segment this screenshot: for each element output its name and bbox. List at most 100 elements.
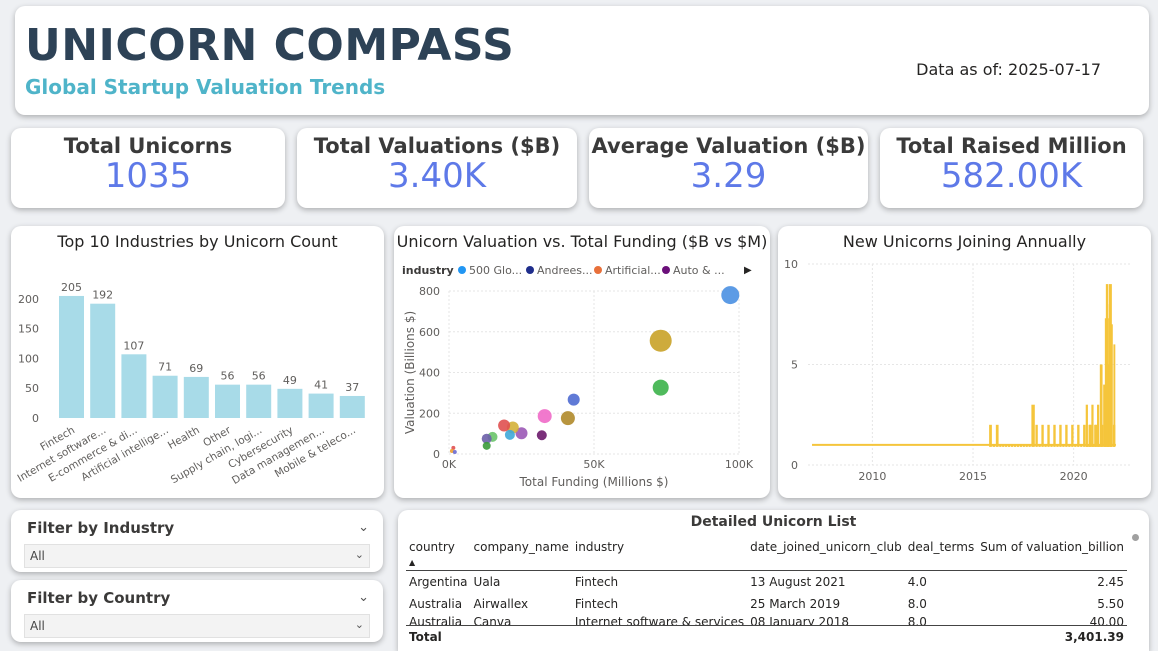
series-bar <box>1035 424 1038 447</box>
cell-deal-terms: 4.0 <box>907 575 927 589</box>
y-tick-label: 0 <box>791 459 798 472</box>
cell-country: Argentina <box>409 575 468 589</box>
legend-marker <box>526 266 534 274</box>
series-bar <box>1065 424 1068 447</box>
unicorn-table: country ▲ company_name industry date_join… <box>406 536 1127 648</box>
data-point <box>452 449 457 454</box>
sort-ascending-icon: ▲ <box>409 558 416 567</box>
cell-valuation: 40.00 <box>1089 615 1124 625</box>
series-bar <box>1091 404 1094 447</box>
bar <box>246 384 272 418</box>
cell-valuation: 5.50 <box>1097 597 1124 611</box>
bar <box>121 354 147 418</box>
data-label: 56 <box>252 370 266 383</box>
data-point <box>649 329 672 352</box>
column-header-valuation[interactable]: Sum of valuation_billion <box>977 536 1127 571</box>
legend-entry: 500 Glo... <box>469 264 522 277</box>
column-header-date-joined[interactable]: date_joined_unicorn_club <box>747 536 905 571</box>
data-label: 41 <box>314 379 328 392</box>
series-bar <box>1010 444 1014 447</box>
x-tick-label: Health <box>166 424 202 452</box>
annual-unicorns-chart[interactable]: New Unicorns Joining Annually 0 5 10 2010 20… <box>778 226 1151 498</box>
legend-entry: Andrees... <box>537 264 593 277</box>
filter-title: Filter by Industry <box>27 519 175 537</box>
table-row[interactable]: Australia Canva Internet software & serv… <box>406 615 1127 626</box>
country-filter[interactable]: Filter by Country ⌄ All ⌄ <box>11 580 383 642</box>
series-bar <box>1062 444 1065 447</box>
country-filter-select[interactable]: All ⌄ <box>24 614 370 638</box>
series-bar <box>1094 424 1097 447</box>
chevron-down-icon[interactable]: ⌄ <box>358 590 369 605</box>
series-bar <box>992 444 996 447</box>
data-label: 71 <box>158 361 172 374</box>
series-bar <box>1047 424 1050 447</box>
kpi-total-raised: Total Raised Million 582.00K <box>880 128 1143 208</box>
cell-valuation: 2.45 <box>1097 575 1124 589</box>
data-label: 37 <box>345 381 359 394</box>
kpi-label: Total Valuations ($B) <box>313 134 561 158</box>
y-tick-label: 400 <box>419 367 440 380</box>
column-header-country[interactable]: country ▲ <box>406 536 471 571</box>
kpi-value: 3.29 <box>690 156 767 196</box>
table-header-row: country ▲ company_name industry date_join… <box>406 536 1127 571</box>
industry-filter-select[interactable]: All ⌄ <box>24 544 370 568</box>
data-point <box>537 409 552 424</box>
y-tick-label: 800 <box>419 285 440 298</box>
chevron-down-icon[interactable]: ⌄ <box>354 548 364 561</box>
data-point <box>536 430 547 441</box>
series-bar <box>1013 444 1017 447</box>
table-row[interactable]: Australia Airwallex Fintech 25 March 201… <box>406 593 1127 615</box>
cell-industry: Internet software & services <box>574 615 745 625</box>
cell-company: Uala <box>473 575 501 589</box>
series-bar <box>1083 424 1086 447</box>
chevron-down-icon[interactable]: ⌄ <box>358 520 369 535</box>
bar <box>339 395 365 418</box>
table-row[interactable]: Argentina Uala Fintech 13 August 2021 4.… <box>406 571 1127 594</box>
series-bar <box>1050 444 1053 447</box>
bar <box>183 376 209 418</box>
filter-value: All <box>30 549 45 563</box>
data-label: 56 <box>221 370 235 383</box>
series-bar <box>1104 318 1109 445</box>
series-bar <box>1088 424 1091 447</box>
x-tick-label: 0K <box>442 458 457 471</box>
series-bar <box>1056 444 1059 447</box>
y-tick-label: 0 <box>32 412 39 425</box>
cell-company: Canva <box>473 615 512 625</box>
scrollbar-thumb[interactable] <box>1132 534 1139 541</box>
app-title: UNICORN COMPASS <box>25 20 515 71</box>
series-bar <box>1019 444 1023 447</box>
data-point <box>560 411 575 426</box>
y-tick-label: 150 <box>18 323 39 336</box>
cell-industry: Fintech <box>574 575 619 589</box>
series-bar <box>1080 444 1083 447</box>
industry-bar-chart[interactable]: Top 10 Industries by Unicorn Count 0 50 10… <box>11 226 384 498</box>
chevron-down-icon[interactable]: ⌄ <box>354 618 364 631</box>
cell-country: Australia <box>409 615 463 625</box>
y-tick-label: 0 <box>433 448 440 461</box>
series-bar <box>1022 444 1025 447</box>
table-title: Detailed Unicorn List <box>690 514 857 530</box>
bar <box>152 375 178 418</box>
series-bar <box>1007 444 1011 447</box>
y-tick-label: 600 <box>419 326 440 339</box>
data-point <box>567 393 580 406</box>
series-bar <box>1044 444 1047 447</box>
series-bar <box>1068 444 1071 447</box>
app-subtitle: Global Startup Valuation Trends <box>25 75 386 99</box>
column-header-industry[interactable]: industry <box>571 536 748 571</box>
series-bar <box>1085 404 1088 447</box>
header-card: UNICORN COMPASS Global Startup Valuation… <box>15 6 1149 115</box>
series-bar <box>1002 444 1005 447</box>
column-header-deal-terms[interactable]: deal_terms <box>904 536 978 571</box>
legend-entry: Artificial... <box>605 264 661 277</box>
kpi-total-valuations: Total Valuations ($B) 3.40K <box>297 128 577 208</box>
industry-filter[interactable]: Filter by Industry ⌄ All ⌄ <box>11 510 383 572</box>
series-bar <box>1005 444 1008 447</box>
x-tick-label: 2010 <box>858 470 886 483</box>
valuation-scatter-chart[interactable]: Unicorn Valuation vs. Total Funding ($B … <box>394 226 770 498</box>
y-tick-label: 200 <box>419 407 440 420</box>
column-header-company[interactable]: company_name <box>470 536 572 571</box>
bar <box>90 303 116 418</box>
kpi-label: Total Unicorns <box>63 134 233 158</box>
